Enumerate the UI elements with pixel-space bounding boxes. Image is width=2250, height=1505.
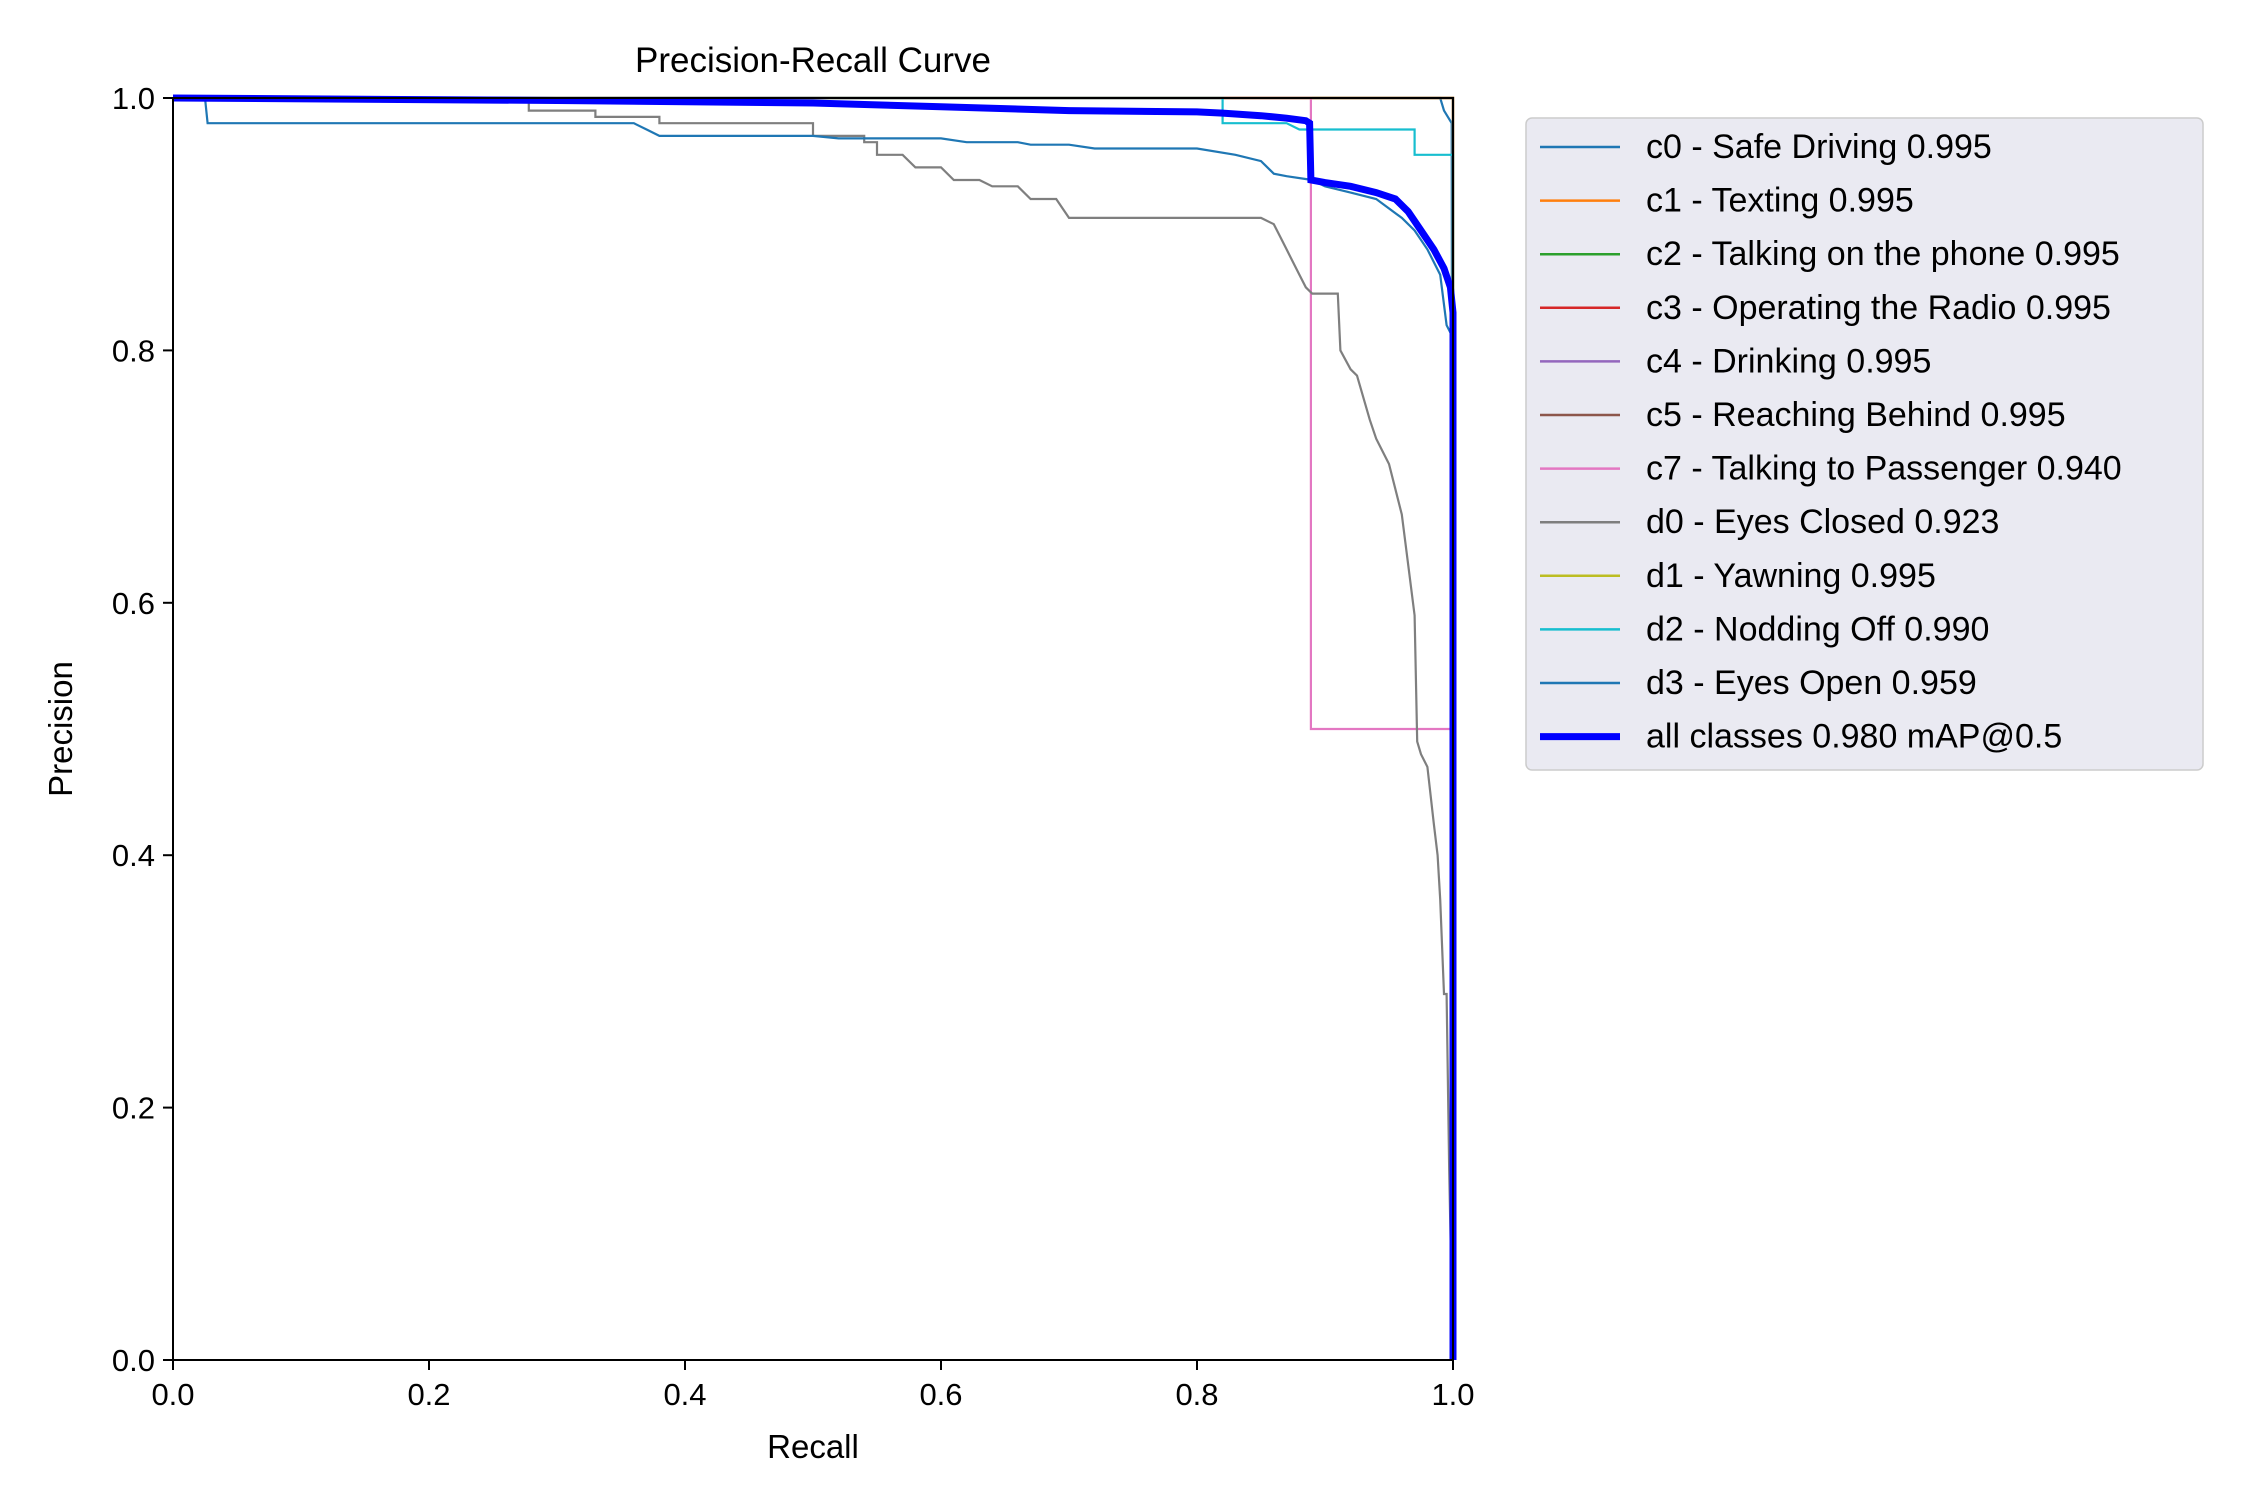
legend-label: c3 - Operating the Radio 0.995 [1646,289,2111,327]
legend-label: c7 - Talking to Passenger 0.940 [1646,450,2122,488]
series-line-8 [173,96,1455,1360]
x-axis-label: Recall [767,1428,859,1465]
x-tick-label: 0.8 [1175,1377,1218,1412]
series-line-3 [173,96,1455,1360]
series-line-6 [173,96,1455,1360]
series-line-11 [172,94,1457,1360]
legend-label: d0 - Eyes Closed 0.923 [1646,503,1999,541]
legend-label: d1 - Yawning 0.995 [1646,557,1936,595]
legend-label: d2 - Nodding Off 0.990 [1646,610,1989,648]
y-tick-label: 0.2 [112,1091,155,1126]
series-line-9 [173,96,1455,1360]
series-line-5 [173,96,1455,1360]
y-axis-label: Precision [42,661,79,797]
legend-label: d3 - Eyes Open 0.959 [1646,664,1977,702]
x-tick-label: 1.0 [1431,1377,1474,1412]
series-line-10 [173,96,1455,1360]
legend: c0 - Safe Driving 0.995 c1 - Texting 0.99… [1525,117,2204,771]
chart-title: Precision-Recall Curve [635,41,991,80]
series-line-1 [173,96,1455,1360]
legend-label: c4 - Drinking 0.995 [1646,342,1931,380]
legend-items: c0 - Safe Driving 0.995 c1 - Texting 0.99… [1540,128,2122,756]
series-line-0 [173,96,1455,1361]
y-tick-label: 1.0 [112,81,155,116]
y-tick-label: 0.4 [112,838,155,873]
legend-label: c2 - Talking on the phone 0.995 [1646,235,2120,273]
y-tick-label: 0.6 [112,586,155,621]
x-tick-label: 0.2 [407,1377,450,1412]
plot-lines [172,94,1457,1361]
series-line-7 [173,96,1455,1361]
x-tick-label: 0.6 [919,1377,962,1412]
y-axis-ticks: 0.0 0.2 0.4 0.6 0.8 1.0 [112,81,173,1378]
legend-box [1525,117,2204,771]
plot-frame [172,97,1454,1361]
series-line-2 [173,96,1455,1360]
x-tick-label: 0.4 [663,1377,706,1412]
x-tick-label: 0.0 [151,1377,194,1412]
legend-label: c1 - Texting 0.995 [1646,182,1914,220]
legend-label: c5 - Reaching Behind 0.995 [1646,396,2066,434]
series-line-4 [173,96,1455,1360]
legend-label: all classes 0.980 mAP@0.5 [1646,718,2062,756]
legend-label: c0 - Safe Driving 0.995 [1646,128,1992,166]
x-axis-ticks: 0.0 0.2 0.4 0.6 0.8 1.0 [151,1360,1475,1412]
y-tick-label: 0.0 [112,1343,155,1378]
y-tick-label: 0.8 [112,333,155,368]
